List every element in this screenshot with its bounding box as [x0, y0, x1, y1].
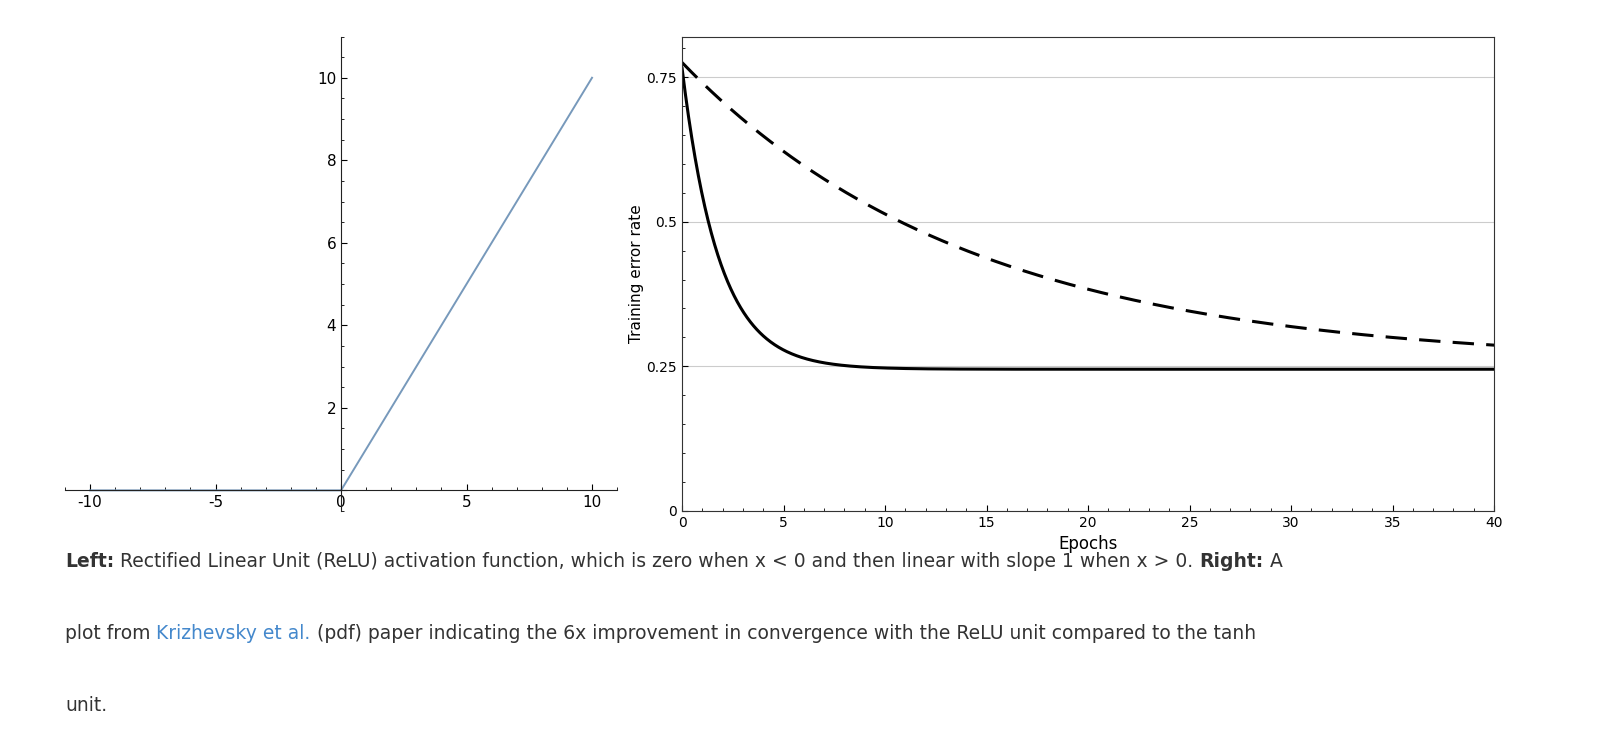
- Text: (pdf) paper indicating the 6x improvement in convergence with the ReLU unit comp: (pdf) paper indicating the 6x improvemen…: [310, 624, 1255, 643]
- X-axis label: Epochs: Epochs: [1058, 535, 1117, 553]
- Text: Rectified Linear Unit (ReLU) activation function, which is zero when x < 0 and t: Rectified Linear Unit (ReLU) activation …: [114, 552, 1199, 571]
- Text: A: A: [1263, 552, 1282, 571]
- Text: unit.: unit.: [65, 696, 107, 715]
- Text: plot from: plot from: [65, 624, 156, 643]
- Text: Krizhevsky et al.: Krizhevsky et al.: [156, 624, 310, 643]
- Text: Left:: Left:: [65, 552, 114, 571]
- Text: Right:: Right:: [1199, 552, 1263, 571]
- Y-axis label: Training error rate: Training error rate: [628, 204, 643, 343]
